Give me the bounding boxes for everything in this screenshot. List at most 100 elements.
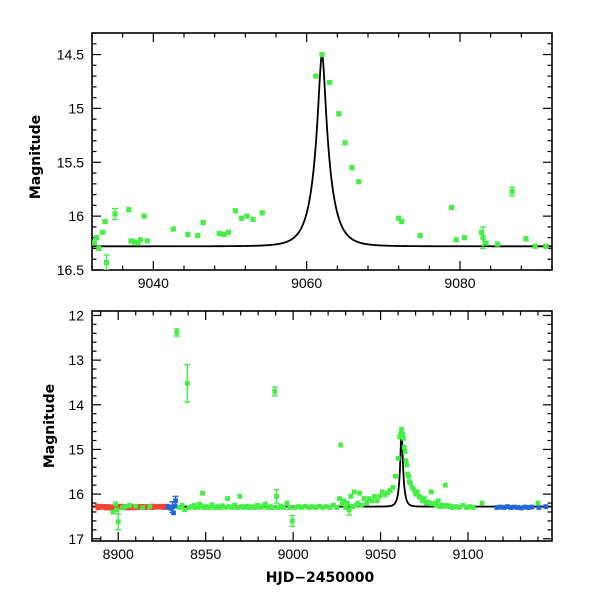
green-data-point bbox=[364, 500, 370, 506]
green-data-point bbox=[400, 431, 405, 437]
y-tick-label: 15 bbox=[68, 100, 84, 116]
green-data-point bbox=[278, 503, 284, 509]
green-data-point bbox=[358, 502, 364, 508]
green-data-point bbox=[396, 215, 402, 221]
green-data-point bbox=[244, 503, 250, 509]
green-data-point bbox=[222, 505, 228, 510]
green-data-point bbox=[327, 79, 333, 86]
green-data-point bbox=[234, 505, 240, 510]
x-tick-label: 9060 bbox=[291, 275, 322, 291]
green-data-point bbox=[357, 490, 363, 496]
blue-data-point bbox=[173, 498, 179, 504]
bottom-y-axis-title: Magnitude bbox=[42, 384, 58, 468]
green-data-point bbox=[254, 502, 260, 508]
green-data-point bbox=[366, 496, 372, 501]
green-data-point bbox=[186, 505, 192, 510]
green-data-point bbox=[179, 502, 185, 508]
green-data-point bbox=[260, 504, 265, 510]
plot-frame bbox=[91, 310, 553, 542]
top-y-axis-title: Magnitude bbox=[28, 115, 44, 199]
green-data-point bbox=[343, 505, 349, 510]
green-data-point bbox=[382, 492, 388, 498]
green-data-point bbox=[399, 218, 405, 225]
green-data-point bbox=[204, 504, 209, 510]
blue-data-point bbox=[518, 505, 524, 511]
green-data-point bbox=[374, 498, 380, 504]
green-data-point bbox=[214, 504, 220, 510]
green-data-point bbox=[411, 487, 417, 493]
blue-data-point bbox=[504, 504, 510, 510]
green-data-point bbox=[404, 462, 410, 468]
green-data-point bbox=[361, 496, 367, 501]
green-data-point bbox=[543, 243, 549, 249]
blue-data-point bbox=[498, 504, 503, 510]
green-data-point bbox=[418, 495, 424, 501]
green-data-point bbox=[262, 501, 268, 507]
green-data-point bbox=[442, 482, 448, 488]
x-tick-label: 8900 bbox=[103, 546, 134, 562]
green-data-point bbox=[174, 330, 180, 335]
green-data-point bbox=[110, 509, 116, 515]
green-data-point bbox=[200, 220, 206, 226]
green-data-point bbox=[532, 243, 538, 249]
green-data-point bbox=[480, 235, 486, 241]
green-data-point bbox=[102, 218, 108, 225]
green-data-point bbox=[259, 210, 265, 216]
green-data-point bbox=[453, 504, 459, 510]
green-data-point bbox=[462, 235, 468, 241]
green-data-point bbox=[323, 504, 329, 510]
blue-data-point bbox=[529, 504, 535, 510]
x-tick-label: 9040 bbox=[138, 275, 169, 291]
green-data-point bbox=[96, 245, 102, 252]
green-data-point bbox=[141, 213, 147, 219]
blue-data-point bbox=[501, 505, 507, 510]
green-data-point bbox=[221, 231, 227, 238]
green-data-point bbox=[372, 493, 377, 499]
green-data-point bbox=[192, 505, 198, 510]
green-data-point bbox=[449, 505, 455, 510]
green-data-point bbox=[397, 434, 403, 440]
green-data-point bbox=[120, 505, 126, 510]
green-data-point bbox=[341, 498, 347, 504]
x-tick-label: 9080 bbox=[444, 275, 475, 291]
green-data-point bbox=[523, 236, 529, 242]
green-data-point bbox=[427, 500, 432, 506]
y-tick-label: 15.5 bbox=[57, 154, 84, 170]
green-data-point bbox=[478, 229, 485, 235]
green-data-point bbox=[434, 502, 439, 508]
green-data-point bbox=[272, 388, 278, 394]
green-data-point bbox=[428, 489, 434, 495]
green-data-point bbox=[316, 503, 322, 509]
green-data-point bbox=[122, 504, 128, 510]
x-tick-label: 9050 bbox=[365, 546, 396, 562]
green-data-point bbox=[225, 229, 232, 235]
green-data-point bbox=[339, 501, 345, 507]
green-data-point bbox=[237, 493, 243, 499]
green-data-point bbox=[275, 505, 281, 510]
green-data-point bbox=[147, 504, 153, 510]
green-data-point bbox=[295, 504, 301, 510]
green-data-point bbox=[456, 505, 462, 510]
green-data-point bbox=[460, 502, 466, 508]
green-data-point bbox=[483, 240, 489, 246]
green-data-point bbox=[281, 505, 286, 510]
green-data-point bbox=[313, 505, 319, 510]
green-data-point bbox=[292, 505, 298, 510]
green-data-point bbox=[306, 505, 312, 510]
blue-data-point bbox=[536, 505, 542, 510]
data-layer bbox=[92, 51, 552, 270]
green-data-point bbox=[399, 426, 404, 432]
green-data-point bbox=[313, 73, 319, 79]
blue-data-point bbox=[494, 505, 500, 510]
x-tick-label: 8950 bbox=[190, 546, 221, 562]
green-data-point bbox=[200, 490, 205, 496]
green-data-point bbox=[494, 241, 501, 247]
green-data-point bbox=[225, 496, 230, 501]
green-data-point bbox=[115, 519, 121, 525]
green-data-point bbox=[100, 229, 106, 235]
green-data-point bbox=[414, 489, 420, 495]
green-data-point bbox=[244, 213, 250, 219]
zoom-panel: 9040 9060 9080 14.5 15 15.5 16 16.5 bbox=[57, 32, 553, 291]
blue-data-point bbox=[511, 504, 517, 510]
